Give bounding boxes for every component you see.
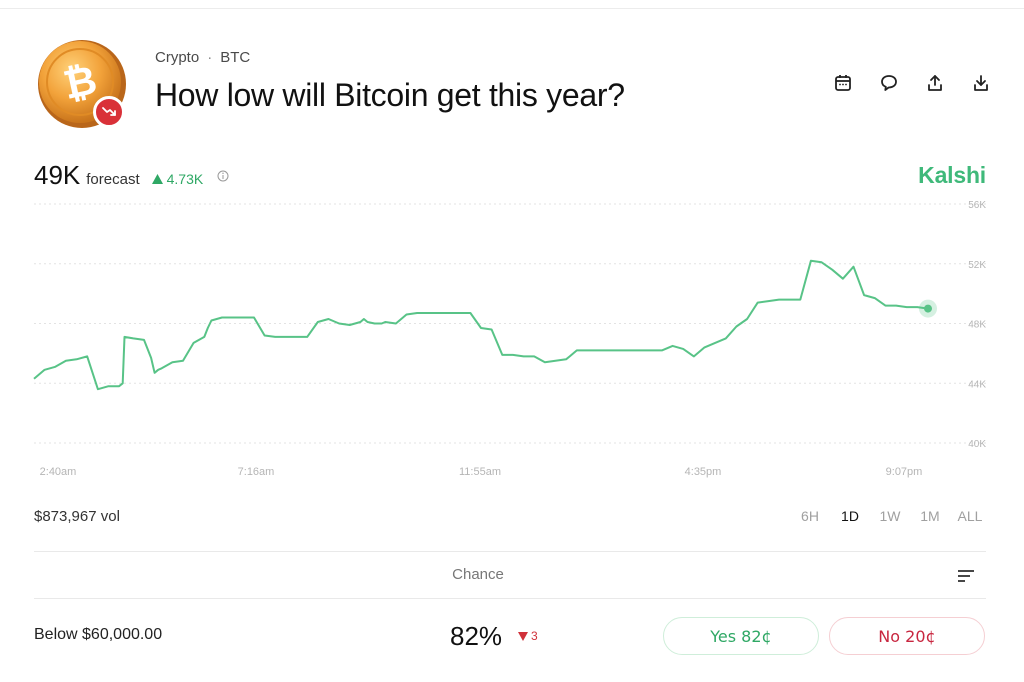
x-tick-label: 2:40am (40, 466, 77, 478)
range-1d[interactable]: 1D (841, 508, 859, 524)
divider (34, 598, 986, 599)
trend-down-badge (93, 96, 125, 128)
calendar-icon (835, 75, 851, 91)
forecast-delta: 4.73K (151, 171, 204, 187)
chance-column-header: Chance (452, 566, 504, 583)
triangle-up-icon (151, 174, 163, 184)
price-chart[interactable]: 56K 52K 48K 44K 40K 2:40am 7:16am 11:55am 4:35pm… (0, 190, 1024, 490)
share-icon (928, 75, 942, 91)
forecast-label: forecast (86, 171, 140, 188)
y-tick-label: 48K (968, 320, 986, 331)
top-divider (0, 8, 1024, 9)
breadcrumb-category[interactable]: Crypto (155, 49, 200, 66)
buy-no-button[interactable]: No 20¢ (829, 617, 985, 655)
divider (34, 551, 986, 552)
chance-delta: 3 (518, 629, 538, 643)
x-tick-label: 7:16am (238, 466, 275, 478)
volume-text: $873,967 vol (34, 508, 120, 525)
current-point (924, 304, 932, 313)
x-tick-label: 11:55am (459, 466, 501, 478)
outcome-label[interactable]: Below $60,000.00 (34, 626, 163, 643)
forecast-summary: 49K forecast 4.73K (34, 160, 229, 191)
info-icon[interactable] (217, 170, 229, 182)
sort-icon[interactable] (956, 566, 976, 586)
brand-logo[interactable]: Kalshi (918, 162, 986, 188)
calendar-button[interactable] (830, 70, 856, 96)
trend-down-icon (102, 107, 116, 116)
x-tick-label: 9:07pm (886, 466, 923, 478)
y-tick-label: 52K (968, 260, 986, 271)
chance-delta-value: 3 (531, 629, 538, 643)
range-1w[interactable]: 1W (879, 508, 901, 524)
header-toolbar (830, 70, 994, 96)
forecast-value: 49K (34, 160, 81, 190)
breadcrumb-ticker[interactable]: BTC (220, 49, 251, 66)
y-tick-label: 40K (968, 439, 986, 450)
breadcrumb: Crypto · BTC (155, 49, 250, 66)
chance-value: 82% (450, 621, 503, 651)
range-all[interactable]: ALL (957, 508, 983, 524)
buy-yes-button[interactable]: Yes 82¢ (663, 617, 819, 655)
range-6h[interactable]: 6H (801, 508, 819, 524)
page-title: How low will Bitcoin get this year? (155, 77, 625, 113)
triangle-down-icon (518, 631, 528, 641)
range-1m[interactable]: 1M (920, 508, 940, 524)
download-icon (974, 75, 988, 91)
share-button[interactable] (922, 70, 948, 96)
y-tick-label: 44K (968, 379, 986, 390)
time-range-selector: 6H 1D 1W 1M ALL (790, 508, 990, 524)
forecast-delta-value: 4.73K (166, 171, 204, 187)
breadcrumb-separator: · (207, 49, 213, 66)
x-tick-label: 4:35pm (685, 466, 722, 478)
download-button[interactable] (968, 70, 994, 96)
comment-button[interactable] (876, 70, 902, 96)
y-tick-label: 56K (968, 200, 986, 211)
comment-icon (881, 75, 897, 91)
price-line (33, 259, 929, 391)
